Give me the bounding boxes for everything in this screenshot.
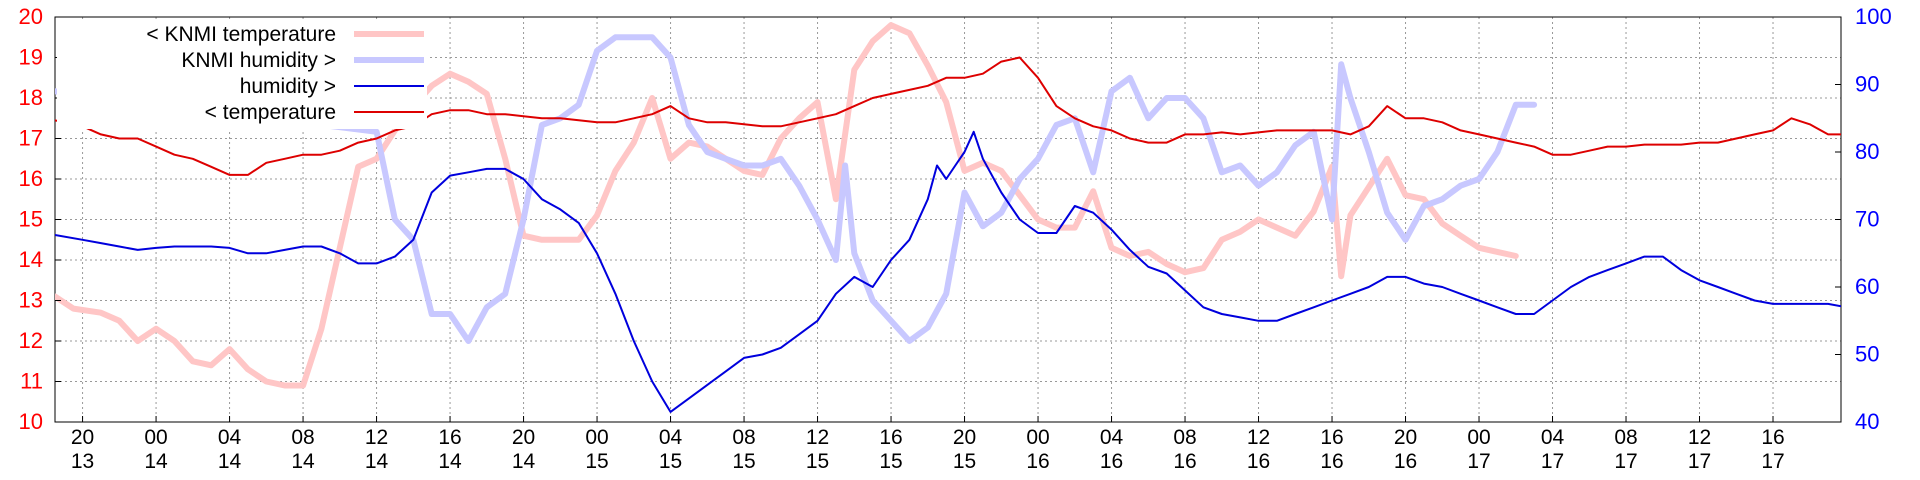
left-tick-label: 15 xyxy=(19,207,43,232)
x-tick-hour: 08 xyxy=(291,426,314,449)
x-tick-hour: 12 xyxy=(365,426,388,449)
left-tick-label: 11 xyxy=(20,369,43,394)
right-axis-ticks: 40 50 60 70 80 90 100 xyxy=(1835,4,1892,434)
series-layer xyxy=(55,22,1841,413)
x-tick-hour: 20 xyxy=(953,426,976,449)
legend: < KNMI temperature KNMI humidity > humidit… xyxy=(57,19,427,129)
x-tick-hour: 08 xyxy=(1614,426,1637,449)
x-tick-hour: 00 xyxy=(144,426,167,449)
series-line-1 xyxy=(55,22,1519,389)
right-tick-label: 80 xyxy=(1855,139,1879,164)
legend-label-2: KNMI humidity > xyxy=(181,49,336,72)
series-line-4 xyxy=(55,56,1841,176)
x-tick-hour: 00 xyxy=(1467,426,1490,449)
x-tick-hour: 20 xyxy=(512,426,535,449)
x-tick-day: 15 xyxy=(585,450,608,473)
x-tick-day: 14 xyxy=(291,450,315,473)
x-tick-day: 16 xyxy=(1100,450,1123,473)
right-tick-label: 90 xyxy=(1855,72,1879,97)
left-tick-label: 13 xyxy=(19,288,43,313)
left-axis-ticks: 10 11 12 13 14 15 16 17 18 19 20 xyxy=(19,4,61,434)
x-tick-day: 15 xyxy=(659,450,682,473)
x-tick-day: 17 xyxy=(1688,450,1711,473)
x-tick-hour: 04 xyxy=(659,426,683,449)
x-tick-hour: 16 xyxy=(438,426,461,449)
x-tick-hour: 16 xyxy=(879,426,902,449)
left-tick-label: 10 xyxy=(19,409,43,434)
x-tick-day: 16 xyxy=(1320,450,1343,473)
x-tick-day: 16 xyxy=(1026,450,1049,473)
x-tick-day: 17 xyxy=(1467,450,1490,473)
x-tick-hour: 04 xyxy=(218,426,242,449)
x-tick-hour: 00 xyxy=(585,426,608,449)
x-tick-hour: 12 xyxy=(1247,426,1270,449)
x-tick-day: 16 xyxy=(1173,450,1196,473)
legend-background xyxy=(57,19,427,129)
x-tick-day: 14 xyxy=(512,450,536,473)
x-tick-day: 14 xyxy=(438,450,462,473)
x-tick-day: 16 xyxy=(1394,450,1417,473)
right-tick-label: 50 xyxy=(1855,342,1879,367)
left-tick-label: 14 xyxy=(19,247,43,272)
right-tick-label: 40 xyxy=(1855,409,1879,434)
x-tick-hour: 04 xyxy=(1100,426,1124,449)
x-tick-day: 14 xyxy=(144,450,168,473)
left-tick-label: 19 xyxy=(19,45,43,70)
x-tick-day: 15 xyxy=(806,450,829,473)
x-tick-day: 15 xyxy=(879,450,902,473)
legend-label-4: < temperature xyxy=(205,101,336,124)
x-tick-hour: 08 xyxy=(732,426,755,449)
left-tick-label: 20 xyxy=(19,4,43,29)
x-tick-day: 13 xyxy=(71,450,94,473)
x-tick-hour: 12 xyxy=(806,426,829,449)
left-tick-label: 12 xyxy=(19,328,43,353)
x-tick-day: 14 xyxy=(365,450,389,473)
x-tick-hour: 20 xyxy=(71,426,94,449)
x-tick-hour: 00 xyxy=(1026,426,1049,449)
x-tick-day: 16 xyxy=(1247,450,1270,473)
legend-label-3: humidity > xyxy=(240,75,336,98)
x-tick-hour: 16 xyxy=(1761,426,1784,449)
x-tick-day: 15 xyxy=(953,450,976,473)
legend-label-1: < KNMI temperature xyxy=(146,23,336,46)
right-tick-label: 100 xyxy=(1855,4,1892,29)
x-tick-hour: 16 xyxy=(1320,426,1343,449)
left-tick-label: 16 xyxy=(19,166,43,191)
left-tick-label: 18 xyxy=(19,85,43,110)
x-tick-day: 14 xyxy=(218,450,242,473)
x-tick-hour: 12 xyxy=(1688,426,1711,449)
series-line-3 xyxy=(55,130,1841,413)
x-tick-day: 17 xyxy=(1541,450,1564,473)
x-tick-day: 17 xyxy=(1614,450,1637,473)
left-tick-label: 17 xyxy=(19,126,43,151)
x-tick-day: 17 xyxy=(1761,450,1784,473)
x-axis-ticks: 2013001404140814121416142014001504150815… xyxy=(71,416,1785,473)
x-tick-hour: 20 xyxy=(1394,426,1417,449)
right-tick-label: 70 xyxy=(1855,207,1879,232)
x-tick-hour: 08 xyxy=(1173,426,1196,449)
x-tick-hour: 04 xyxy=(1541,426,1565,449)
x-tick-day: 15 xyxy=(732,450,755,473)
right-tick-label: 60 xyxy=(1855,274,1879,299)
